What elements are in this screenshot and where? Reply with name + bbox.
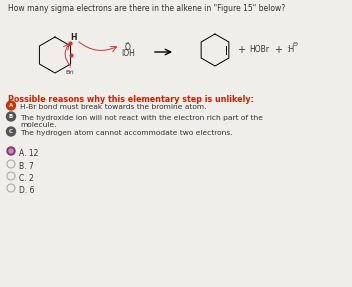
Text: Θ: Θ bbox=[293, 42, 297, 48]
Text: :H: :H bbox=[286, 44, 294, 53]
Text: ..: .. bbox=[125, 40, 127, 44]
Text: H: H bbox=[70, 34, 77, 42]
Text: The hydrogen atom cannot accommodate two electrons.: The hydrogen atom cannot accommodate two… bbox=[20, 130, 233, 136]
Text: C. 2: C. 2 bbox=[19, 174, 34, 183]
Text: ::: :: bbox=[68, 65, 71, 69]
Text: +: + bbox=[274, 45, 282, 55]
Text: C: C bbox=[9, 129, 13, 134]
Text: Ö: Ö bbox=[125, 42, 131, 51]
Text: Possible reasons why this elementary step is unlikely:: Possible reasons why this elementary ste… bbox=[8, 95, 254, 104]
Circle shape bbox=[6, 112, 15, 121]
Text: H-Br bond must break towards the bromine atom.: H-Br bond must break towards the bromine… bbox=[20, 104, 207, 110]
Circle shape bbox=[7, 147, 15, 155]
Text: B. 7: B. 7 bbox=[19, 162, 34, 171]
Text: A. 12: A. 12 bbox=[19, 149, 38, 158]
Text: D. 6: D. 6 bbox=[19, 186, 34, 195]
Text: +: + bbox=[237, 45, 245, 55]
Circle shape bbox=[6, 101, 15, 110]
Text: Bri: Bri bbox=[65, 69, 74, 75]
Text: IOH: IOH bbox=[121, 49, 135, 57]
Circle shape bbox=[9, 149, 13, 153]
Text: The hydroxide ion will not react with the electron rich part of the
molecule.: The hydroxide ion will not react with th… bbox=[20, 115, 263, 128]
Circle shape bbox=[6, 127, 15, 136]
Text: HOBr: HOBr bbox=[249, 46, 269, 55]
Text: B: B bbox=[9, 114, 13, 119]
Text: A: A bbox=[9, 103, 13, 108]
Text: How many sigma electrons are there in the alkene in "Figure 15" below?: How many sigma electrons are there in th… bbox=[8, 4, 285, 13]
